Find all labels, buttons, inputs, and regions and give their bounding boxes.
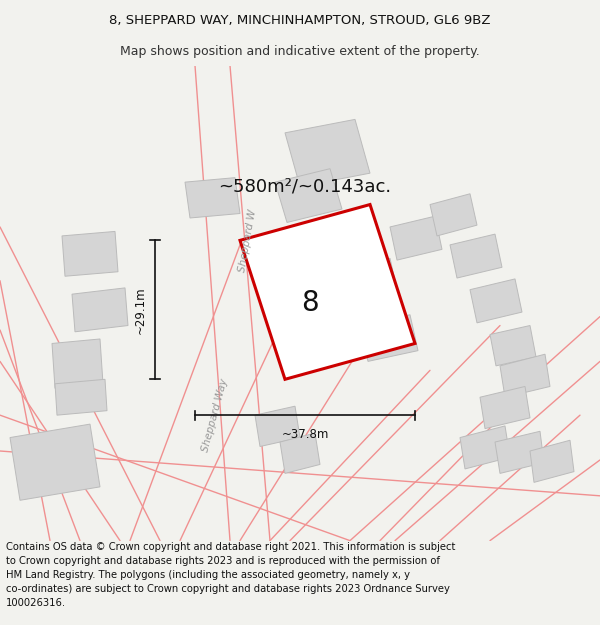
Text: 8, SHEPPARD WAY, MINCHINHAMPTON, STROUD, GL6 9BZ: 8, SHEPPARD WAY, MINCHINHAMPTON, STROUD,…	[109, 14, 491, 28]
Polygon shape	[310, 294, 370, 339]
Polygon shape	[360, 315, 418, 361]
Text: 8: 8	[301, 289, 319, 317]
Polygon shape	[470, 279, 522, 323]
Text: ~37.8m: ~37.8m	[281, 428, 329, 441]
Polygon shape	[340, 258, 398, 303]
Polygon shape	[450, 234, 502, 278]
Polygon shape	[72, 288, 128, 332]
Text: ~580m²/~0.143ac.: ~580m²/~0.143ac.	[218, 177, 392, 196]
Text: ~29.1m: ~29.1m	[134, 286, 147, 334]
Polygon shape	[430, 194, 477, 236]
Polygon shape	[495, 431, 544, 473]
Text: Map shows position and indicative extent of the property.: Map shows position and indicative extent…	[120, 44, 480, 58]
Polygon shape	[55, 379, 107, 415]
Polygon shape	[240, 204, 415, 379]
Text: Contains OS data © Crown copyright and database right 2021. This information is : Contains OS data © Crown copyright and d…	[6, 542, 455, 608]
Polygon shape	[490, 326, 536, 366]
Polygon shape	[530, 440, 574, 483]
Polygon shape	[255, 406, 300, 446]
Polygon shape	[280, 433, 320, 473]
Polygon shape	[62, 231, 118, 276]
Text: Sheppard W: Sheppard W	[238, 208, 259, 272]
Polygon shape	[10, 424, 100, 500]
Polygon shape	[500, 354, 550, 398]
Polygon shape	[305, 222, 368, 268]
Polygon shape	[185, 177, 240, 218]
Polygon shape	[390, 216, 442, 260]
Polygon shape	[460, 426, 510, 469]
Polygon shape	[52, 339, 103, 388]
Polygon shape	[285, 119, 370, 187]
Polygon shape	[275, 169, 342, 222]
Text: Sheppard Way: Sheppard Way	[200, 378, 230, 453]
Polygon shape	[480, 386, 530, 429]
